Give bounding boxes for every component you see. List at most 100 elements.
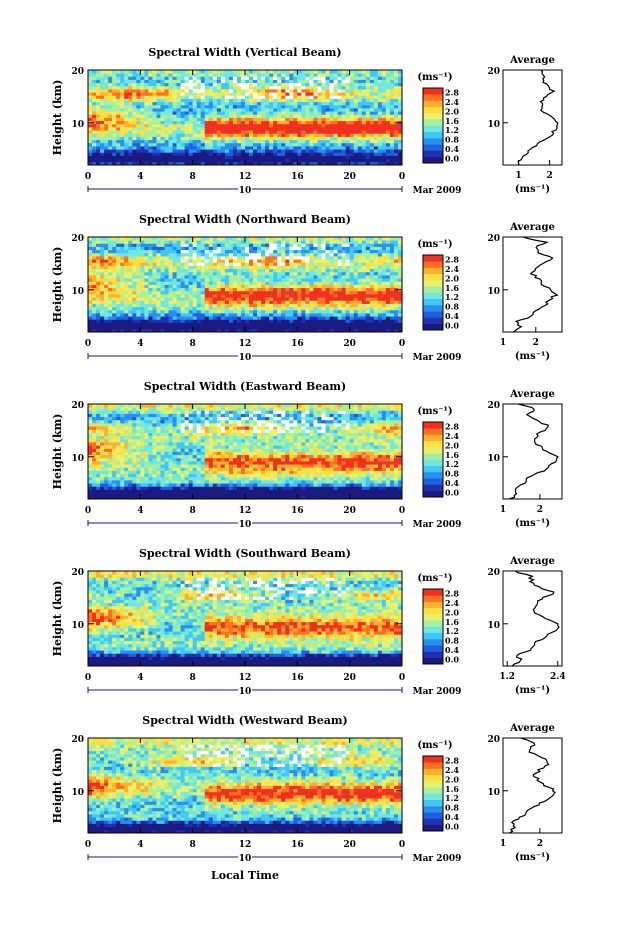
heatmap-cell bbox=[232, 271, 238, 276]
heatmap-cell bbox=[257, 306, 262, 311]
heatmap-cell bbox=[92, 155, 97, 160]
heatmap-cell bbox=[293, 313, 298, 317]
heatmap-cell bbox=[208, 252, 214, 257]
heatmap-cell bbox=[337, 287, 343, 292]
heatmap-cell bbox=[373, 142, 379, 147]
heatmap-cell bbox=[249, 85, 254, 90]
heatmap-cell bbox=[397, 98, 403, 103]
heatmap-cell bbox=[188, 237, 194, 241]
heatmap-cell bbox=[212, 262, 218, 266]
heatmap-cell bbox=[180, 240, 186, 244]
heatmap-cell bbox=[265, 325, 270, 330]
heatmap-cell bbox=[373, 114, 379, 118]
heatmap-cell bbox=[152, 127, 157, 131]
heatmap-cell bbox=[108, 489, 113, 494]
heatmap-cell bbox=[249, 325, 254, 330]
heatmap-cell bbox=[321, 120, 326, 125]
heatmap-cell bbox=[136, 249, 141, 254]
heatmap-cell bbox=[393, 130, 399, 134]
heatmap-cell bbox=[345, 297, 351, 301]
heatmap-cell bbox=[341, 252, 347, 257]
heatmap-cell bbox=[212, 278, 218, 282]
heatmap-cell bbox=[240, 98, 246, 103]
heatmap-cell bbox=[188, 136, 194, 141]
heatmap-cell bbox=[349, 133, 355, 137]
heatmap-cell bbox=[184, 306, 190, 311]
heatmap-cell bbox=[116, 309, 121, 314]
heatmap-cell bbox=[104, 104, 109, 109]
heatmap-cell bbox=[329, 85, 334, 90]
heatmap-cell bbox=[124, 237, 129, 241]
heatmap-cell bbox=[265, 303, 270, 308]
heatmap-cell bbox=[168, 136, 173, 141]
heatmap-cell bbox=[337, 325, 343, 330]
heatmap-cell bbox=[357, 319, 363, 323]
heatmap-cell bbox=[108, 265, 113, 270]
heatmap-cell bbox=[301, 73, 306, 77]
heatmap-cell bbox=[293, 111, 298, 115]
heatmap-cell bbox=[152, 98, 157, 103]
heatmap-cell bbox=[377, 136, 383, 141]
heatmap-cell bbox=[92, 457, 97, 462]
heatmap-cell bbox=[357, 142, 363, 147]
heatmap-cell bbox=[361, 275, 367, 279]
heatmap-cell bbox=[353, 281, 359, 285]
heatmap-cell bbox=[321, 123, 326, 128]
heatmap-cell bbox=[297, 149, 302, 153]
heatmap-cell bbox=[160, 319, 165, 323]
heatmap-cell bbox=[289, 328, 294, 333]
heatmap-cell bbox=[136, 306, 141, 311]
heatmap-cell bbox=[385, 130, 391, 134]
heatmap-cell bbox=[160, 290, 165, 295]
heatmap-cell bbox=[369, 120, 375, 125]
heatmap-cell bbox=[369, 108, 375, 112]
heatmap-cell bbox=[245, 259, 250, 263]
heatmap-cell bbox=[345, 319, 351, 323]
heatmap-cell bbox=[245, 92, 250, 96]
heatmap-cell bbox=[88, 139, 93, 144]
heatmap-cell bbox=[285, 76, 290, 80]
heatmap-cell bbox=[377, 120, 383, 125]
heatmap-cell bbox=[321, 325, 326, 330]
heatmap-cell bbox=[156, 294, 161, 298]
heatmap-cell bbox=[265, 139, 270, 144]
heatmap-cell bbox=[160, 139, 165, 144]
heatmap-cell bbox=[281, 85, 286, 90]
heatmap-cell bbox=[337, 136, 343, 141]
heatmap-cell bbox=[148, 139, 153, 144]
heatmap-cell bbox=[92, 470, 97, 475]
heatmap-cell bbox=[156, 127, 161, 131]
heatmap-cell bbox=[349, 73, 355, 77]
heatmap-cell bbox=[104, 149, 109, 153]
heatmap-cell bbox=[108, 287, 113, 292]
heatmap-cell bbox=[333, 281, 338, 285]
heatmap-cell bbox=[377, 259, 383, 263]
heatmap-cell bbox=[136, 325, 141, 330]
heatmap-cell bbox=[168, 139, 173, 144]
heatmap-cell bbox=[381, 300, 387, 304]
heatmap-cell bbox=[273, 319, 278, 323]
heatmap-cell bbox=[184, 290, 190, 295]
heatmap-cell bbox=[144, 108, 149, 112]
heatmap-cell bbox=[265, 297, 270, 301]
heatmap-cell bbox=[373, 322, 379, 327]
heatmap-cell bbox=[144, 256, 149, 260]
heatmap-cell bbox=[305, 322, 310, 327]
heatmap-cell bbox=[236, 294, 242, 298]
heatmap-cell bbox=[92, 139, 97, 144]
heatmap-cell bbox=[236, 297, 242, 301]
heatmap-cell bbox=[164, 92, 169, 96]
heatmap-cell bbox=[313, 278, 318, 282]
heatmap-cell bbox=[220, 130, 226, 134]
heatmap-cell bbox=[92, 419, 97, 424]
heatmap-cell bbox=[373, 117, 379, 122]
heatmap-cell bbox=[112, 85, 117, 90]
heatmap-cell bbox=[289, 319, 294, 323]
heatmap-cell bbox=[257, 133, 262, 137]
heatmap-cell bbox=[208, 271, 214, 276]
heatmap-cell bbox=[124, 240, 129, 244]
heatmap-cell bbox=[357, 85, 363, 90]
heatmap-cell bbox=[240, 155, 246, 160]
heatmap-cell bbox=[245, 325, 250, 330]
heatmap-cell bbox=[220, 139, 226, 144]
